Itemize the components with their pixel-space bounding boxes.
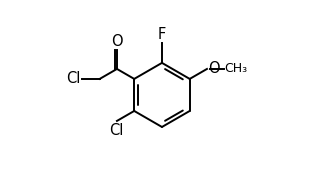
- Text: Cl: Cl: [67, 71, 81, 86]
- Text: Cl: Cl: [109, 123, 123, 138]
- Text: F: F: [158, 27, 166, 42]
- Text: O: O: [208, 61, 219, 76]
- Text: O: O: [111, 34, 123, 49]
- Text: CH₃: CH₃: [224, 62, 247, 76]
